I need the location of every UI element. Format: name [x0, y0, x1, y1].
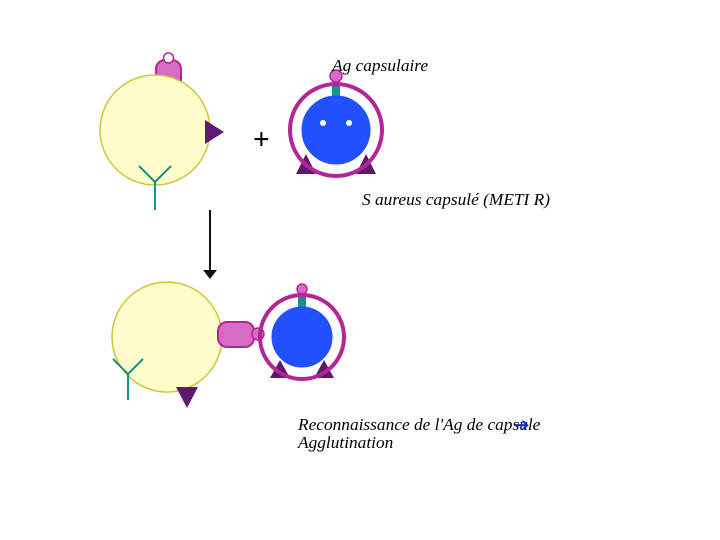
- label-reconnaissance-1: Reconnaissance de l'Ag de capsule: [298, 415, 540, 435]
- diagram-canvas: [0, 0, 720, 540]
- label-ag-capsulaire: Ag capsulaire: [332, 56, 428, 76]
- right-arrow-icon: ➔: [514, 415, 530, 437]
- plus-sign: +: [253, 124, 270, 157]
- label-s-aureus: S aureus capsulé (METI R): [362, 190, 550, 210]
- label-reconnaissance-2: Agglutination: [298, 433, 393, 453]
